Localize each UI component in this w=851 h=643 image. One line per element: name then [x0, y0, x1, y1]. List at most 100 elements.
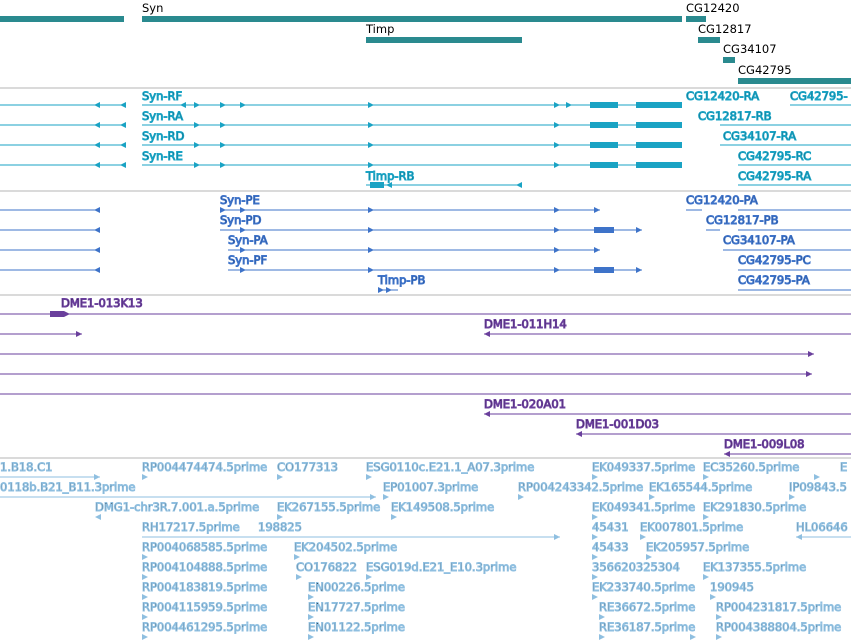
est-label[interactable]: EK204502.5prime — [294, 540, 398, 555]
transcript-label[interactable]: CG12817-RB — [698, 109, 773, 124]
est-label[interactable]: EK007801.5prime — [640, 520, 744, 535]
transcript-label[interactable]: Timp-PB — [377, 273, 426, 288]
est-label[interactable]: RH17217.5prime — [142, 520, 241, 535]
est-label[interactable]: EK291830.5prime — [703, 500, 807, 515]
gene-bar[interactable] — [738, 78, 851, 84]
gene-label[interactable]: CG42795 — [738, 63, 792, 77]
clone-row[interactable] — [576, 431, 851, 437]
transcript-row[interactable] — [0, 267, 851, 273]
transcript-label[interactable]: Timp-RB — [365, 169, 416, 184]
transcript-label[interactable]: Syn-RD — [142, 129, 186, 144]
clone-row[interactable] — [484, 411, 851, 417]
transcript-row[interactable] — [0, 162, 851, 168]
est-label[interactable]: CO177313 — [277, 460, 339, 475]
est-label[interactable]: RE36672.5prime — [599, 600, 696, 615]
est-label[interactable]: RP004115959.5prime — [142, 600, 268, 615]
est-label[interactable]: 45431 — [592, 520, 630, 535]
est-label[interactable]: EN00226.5prime — [308, 580, 406, 595]
clone-label[interactable]: DME1-020A01 — [484, 397, 567, 412]
transcript-row[interactable] — [378, 287, 851, 293]
transcript-label[interactable]: Syn-RF — [142, 89, 183, 104]
gene-label[interactable]: Syn — [142, 1, 163, 15]
est-track: 1.B18.C1 RP004474474.5prime CO177313 ESG… — [0, 460, 851, 640]
est-label[interactable]: HL06646 — [796, 520, 849, 535]
est-label[interactable]: RP004231817.5prime — [716, 600, 842, 615]
est-label[interactable]: RP004068585.5prime — [142, 540, 268, 555]
est-label[interactable]: EK049337.5prime — [592, 460, 696, 475]
est-label[interactable]: 0118b.B21_B11.3prime — [0, 480, 136, 495]
gene-bar[interactable] — [0, 16, 124, 22]
est-label[interactable]: 45433 — [592, 540, 630, 555]
est-label[interactable]: IP09843.5 — [789, 480, 848, 495]
clone-label[interactable]: DME1-011H14 — [484, 317, 568, 332]
est-label[interactable]: 1.B18.C1 — [0, 460, 53, 475]
transcript-label[interactable]: CG34107-PA — [723, 233, 796, 248]
transcript-label[interactable]: CG34107-RA — [723, 129, 797, 144]
clone-label[interactable]: DME1-013K13 — [61, 296, 144, 311]
transcript-label[interactable]: CG12420-RA — [686, 89, 760, 104]
est-label[interactable]: 198825 — [258, 520, 303, 535]
clone-row[interactable] — [0, 351, 814, 357]
est-label[interactable]: EC35260.5prime — [703, 460, 800, 475]
est-label[interactable]: EK267155.5prime — [277, 500, 381, 515]
est-label[interactable]: EN01122.5prime — [308, 620, 406, 635]
transcript-label[interactable]: Syn-PF — [228, 253, 268, 268]
transcript-row[interactable] — [0, 122, 851, 128]
est-label[interactable]: 190945 — [710, 580, 755, 595]
transcript-label[interactable]: Syn-RE — [142, 149, 184, 164]
est-label[interactable]: DMG1-chr3R.7.001.a.5prime — [95, 500, 260, 515]
transcript-label[interactable]: Syn-PA — [228, 233, 269, 248]
transcript-label[interactable]: CG12420-PA — [686, 193, 759, 208]
transcript-label[interactable]: CG42795-PC — [738, 253, 812, 268]
est-label[interactable]: EK149508.5prime — [391, 500, 495, 515]
gene-bar[interactable] — [723, 57, 735, 63]
transcript-row[interactable] — [0, 207, 851, 213]
gene-bar[interactable] — [698, 37, 720, 43]
est-label[interactable]: RP004183819.5prime — [142, 580, 268, 595]
transcript-label[interactable]: Syn-RA — [142, 109, 184, 124]
est-label[interactable]: EK165544.5prime — [649, 480, 753, 495]
est-label[interactable]: ESG019d.E21_E10.3prime — [366, 560, 517, 575]
est-label[interactable]: 356620325304 — [592, 560, 681, 575]
transcript-label[interactable]: Syn-PD — [220, 213, 262, 228]
clone-label[interactable]: DME1-009L08 — [724, 437, 806, 452]
clone-row[interactable] — [0, 311, 851, 317]
transcript-label[interactable]: CG42795-RC — [738, 149, 812, 164]
est-label[interactable]: RP004388804.5prime — [716, 620, 842, 635]
est-label[interactable]: RP004104888.5prime — [142, 560, 268, 575]
gene-bar[interactable] — [686, 16, 706, 22]
est-label[interactable]: RP004243342.5prime — [518, 480, 644, 495]
est-label[interactable]: EK137355.5prime — [703, 560, 807, 575]
est-label[interactable]: RE36187.5prime — [599, 620, 696, 635]
clone-label[interactable]: DME1-001D03 — [576, 417, 660, 432]
gene-bar[interactable] — [142, 16, 682, 22]
transcript-label[interactable]: CG42795-RA — [738, 169, 812, 184]
est-label[interactable]: EK205957.5prime — [646, 540, 750, 555]
est-label[interactable]: EK049341.5prime — [592, 500, 696, 515]
transcript-label[interactable]: CG42795- — [790, 89, 849, 104]
transcript-label[interactable]: CG12817-PB — [706, 213, 780, 228]
gene-bar[interactable] — [366, 37, 522, 43]
gene-label[interactable]: CG34107 — [723, 42, 777, 56]
clone-row[interactable] — [724, 451, 851, 457]
est-label[interactable]: RP004461295.5prime — [142, 620, 268, 635]
transcript-row[interactable] — [0, 227, 851, 233]
clone-row[interactable] — [0, 331, 851, 337]
est-label[interactable]: RP004474474.5prime — [142, 460, 268, 475]
transcript-row[interactable] — [0, 247, 851, 253]
transcript-label[interactable]: Syn-PE — [220, 193, 261, 208]
gene-label[interactable]: CG12817 — [698, 22, 752, 36]
transcript-row[interactable] — [0, 102, 851, 108]
clone-row[interactable] — [0, 371, 812, 377]
est-label[interactable]: E — [840, 460, 848, 475]
gene-label[interactable]: CG12420 — [686, 1, 740, 15]
transcript-row[interactable] — [0, 142, 851, 148]
est-label[interactable]: EP01007.3prime — [383, 480, 479, 495]
gene-label[interactable]: Timp — [365, 22, 394, 36]
est-label[interactable]: ESG0110c.E21.1_A07.3prime — [366, 460, 535, 475]
est-label[interactable]: EN17727.5prime — [308, 600, 406, 615]
transcript-row[interactable] — [366, 182, 851, 188]
est-label[interactable]: CO176822 — [296, 560, 358, 575]
est-label[interactable]: EK233740.5prime — [592, 580, 696, 595]
transcript-label[interactable]: CG42795-PA — [738, 273, 811, 288]
